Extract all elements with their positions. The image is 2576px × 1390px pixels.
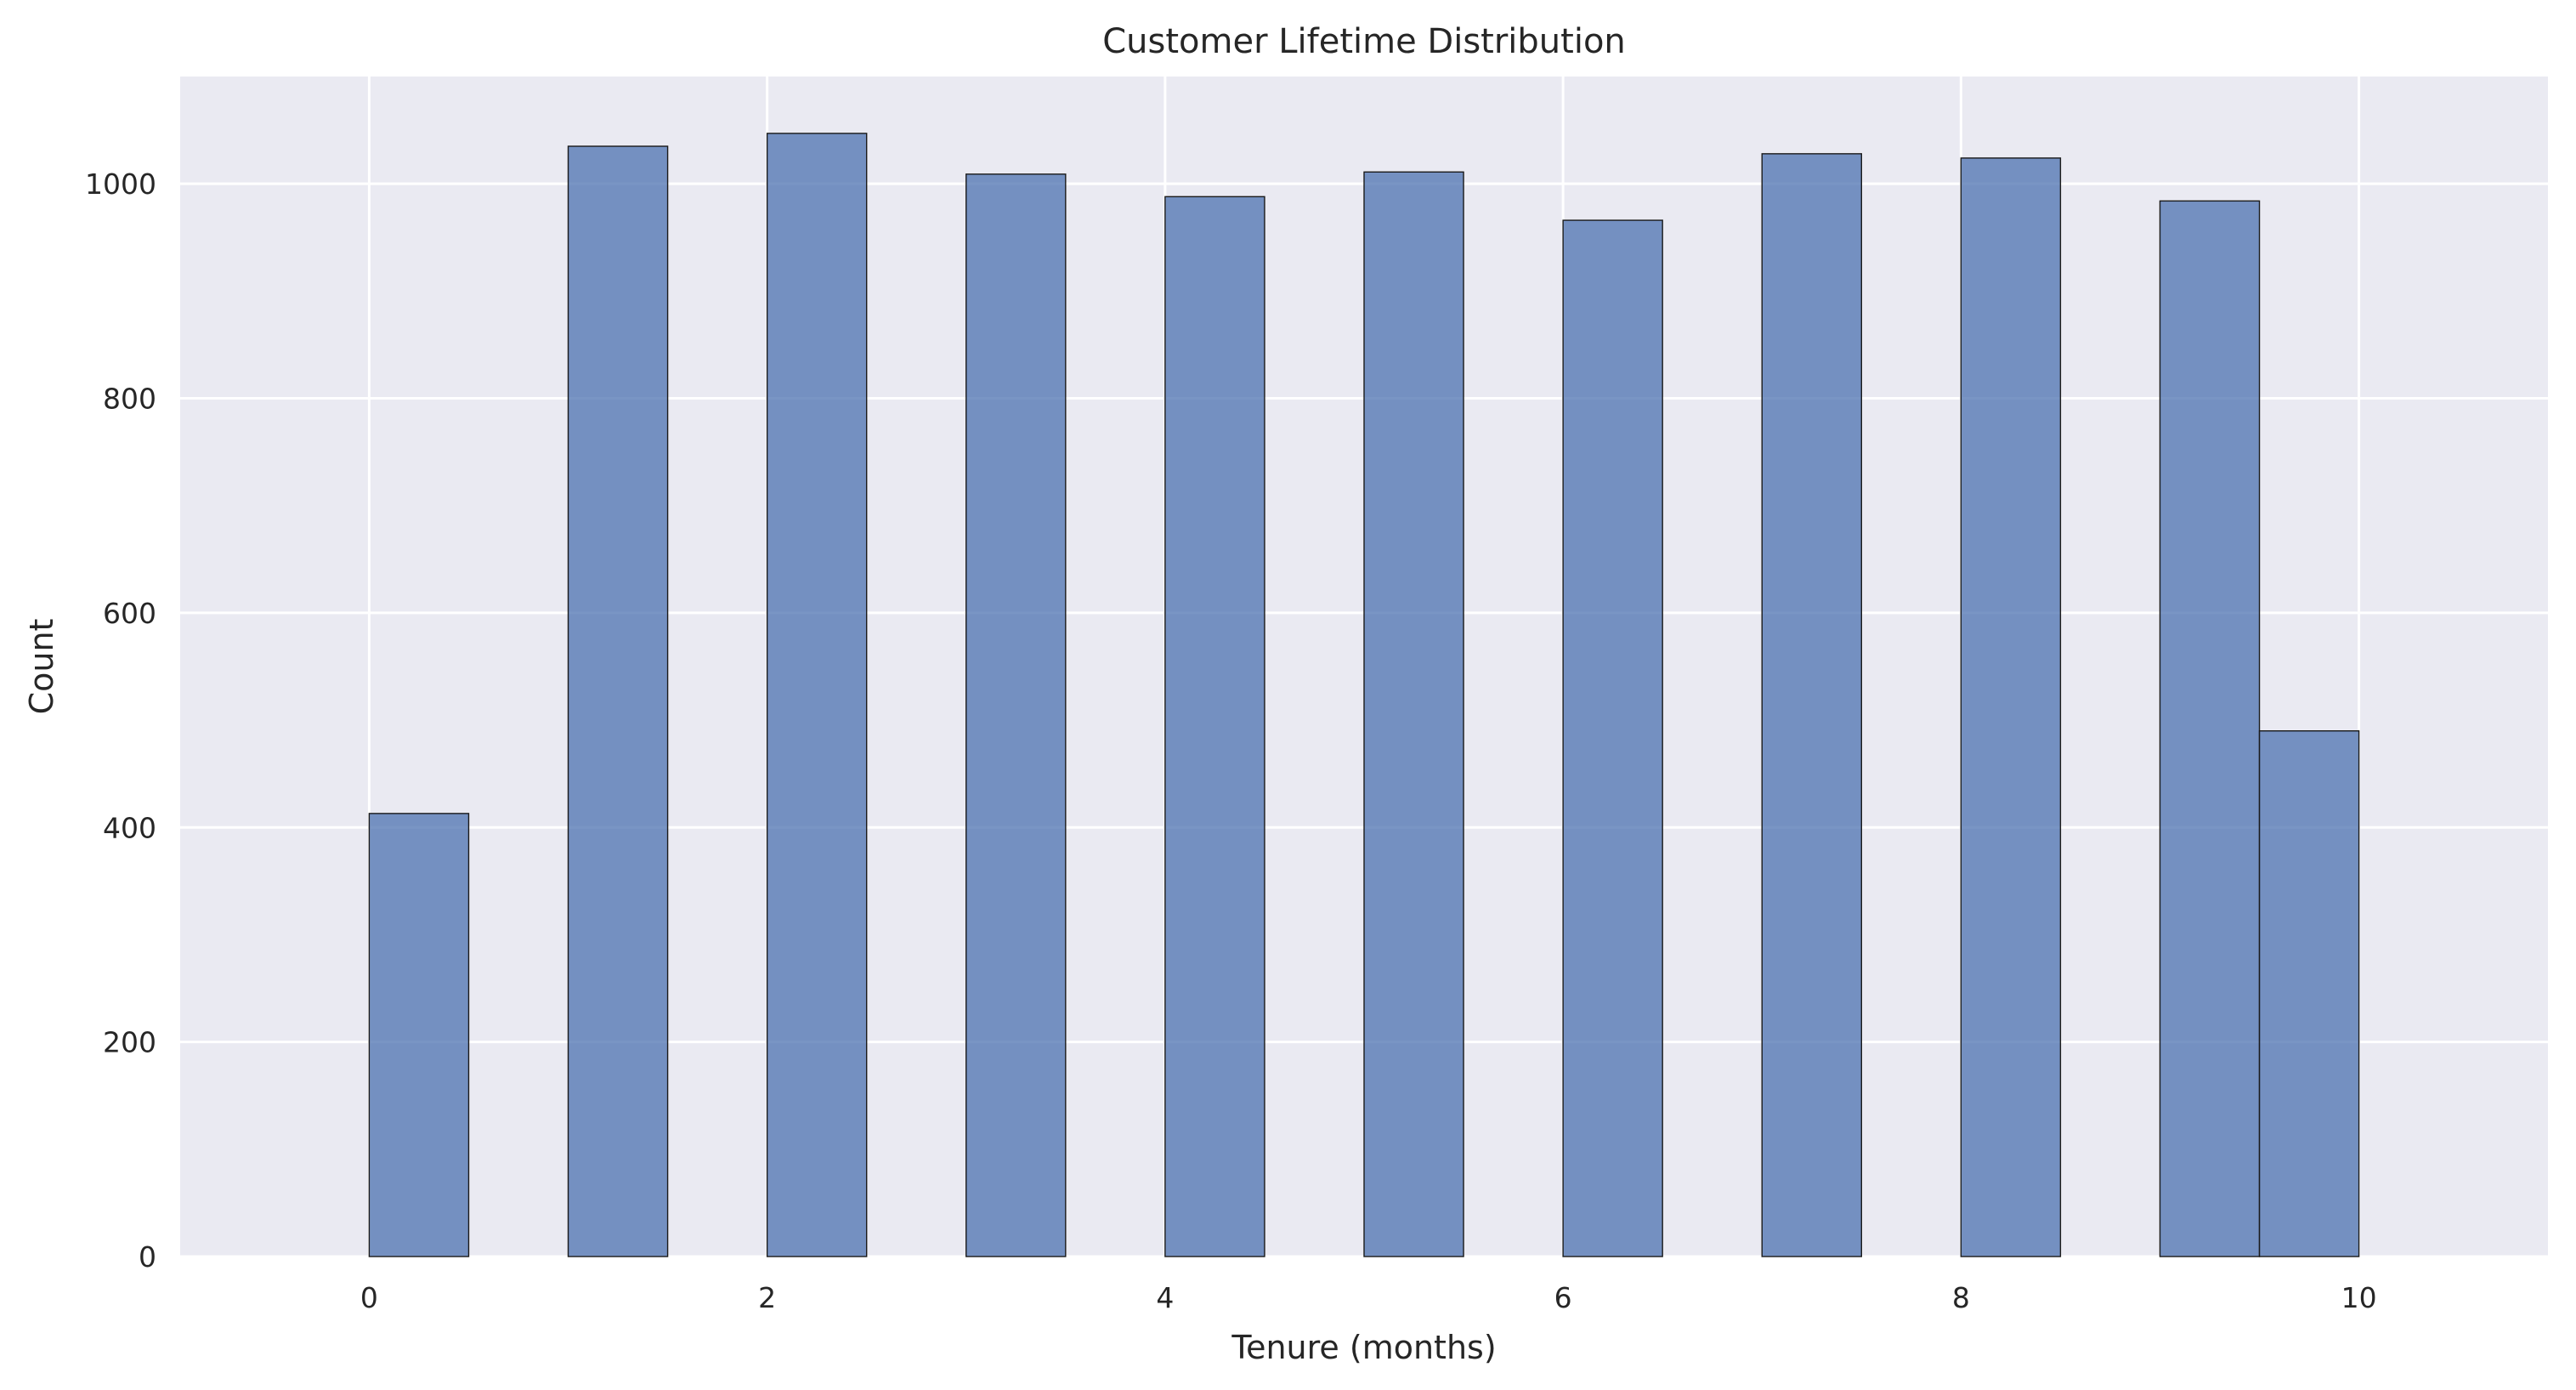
x-tick-label: 8 [1952, 1281, 1970, 1314]
histogram-bar [766, 133, 868, 1257]
x-tick-label: 2 [758, 1281, 776, 1314]
y-tick-label: 200 [103, 1026, 156, 1059]
histogram-bar [965, 173, 1067, 1257]
histogram-bar [2159, 200, 2261, 1257]
histogram-bar [1562, 219, 1663, 1257]
histogram-bar [368, 813, 470, 1257]
histogram-bar [1164, 196, 1265, 1257]
x-tick-label: 4 [1156, 1281, 1174, 1314]
y-tick-label: 1000 [85, 167, 156, 201]
x-axis-label: Tenure (months) [1231, 1329, 1496, 1366]
histogram-bars [368, 133, 2360, 1257]
y-tick-label: 0 [139, 1240, 156, 1274]
x-tick-label: 0 [360, 1281, 378, 1314]
x-tick-label: 10 [2341, 1281, 2377, 1314]
y-axis-label: Count [23, 619, 60, 715]
histogram-bar [567, 145, 669, 1257]
histogram-bar [1363, 171, 1464, 1257]
y-tick-label: 600 [103, 597, 156, 630]
histogram-bar [1960, 157, 2062, 1257]
x-tick-labels: 0 2 4 6 8 10 [360, 1281, 2377, 1314]
x-tick-label: 6 [1554, 1281, 1572, 1314]
y-tick-label: 800 [103, 383, 156, 416]
histogram-bar [1761, 153, 1862, 1257]
y-tick-label: 400 [103, 811, 156, 844]
y-tick-labels: 0 200 400 600 800 1000 [85, 167, 156, 1274]
chart-title: Customer Lifetime Distribution [1102, 22, 1626, 61]
histogram-bar [2258, 730, 2360, 1257]
